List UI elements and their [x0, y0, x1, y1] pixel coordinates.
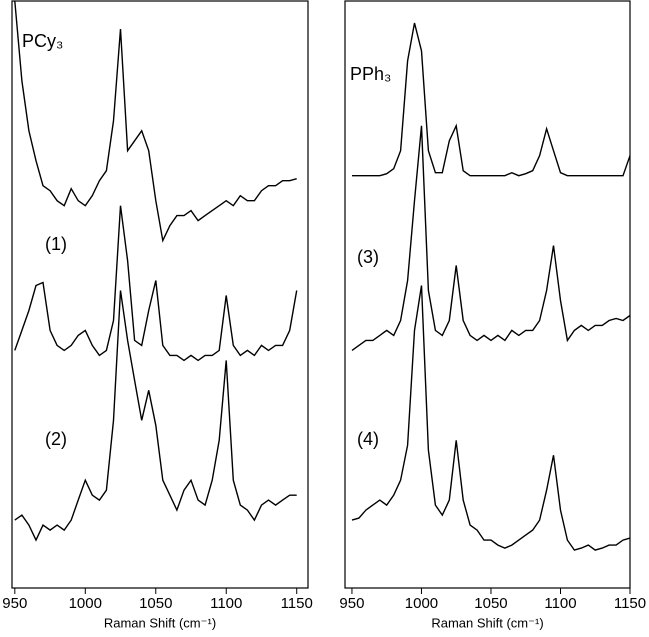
x-tick-label: 1000: [405, 595, 438, 612]
x-tick-label: 1000: [69, 595, 102, 612]
x-axis-title: Raman Shift (cm⁻¹): [104, 615, 216, 630]
x-tick-label: 1100: [210, 595, 242, 612]
annotation: (1): [45, 234, 67, 254]
annotation: (4): [357, 429, 379, 449]
x-tick-label: 1050: [139, 595, 172, 612]
spectrum-line: [351, 125, 631, 351]
annotation: PCy₃: [22, 31, 63, 51]
x-tick-label: 1150: [281, 595, 313, 612]
x-tick-label: 950: [339, 595, 364, 612]
x-tick-label: 950: [2, 595, 27, 612]
spectrum-line: [351, 285, 631, 551]
annotation: (2): [45, 429, 67, 449]
x-tick-label: 1150: [614, 595, 646, 612]
x-axis-title: Raman Shift (cm⁻¹): [431, 615, 543, 630]
annotation: PPh₃: [350, 64, 391, 84]
x-tick-label: 1050: [474, 595, 507, 612]
plot-frame: [344, 0, 631, 589]
plot-frame: [11, 0, 309, 589]
spectrum-line: [14, 0, 297, 243]
annotation: (3): [357, 247, 379, 267]
spectrum-line: [14, 290, 297, 542]
spectrum-line: [352, 22, 631, 177]
spectrum-line: [14, 205, 298, 362]
x-tick-label: 1100: [544, 595, 576, 612]
